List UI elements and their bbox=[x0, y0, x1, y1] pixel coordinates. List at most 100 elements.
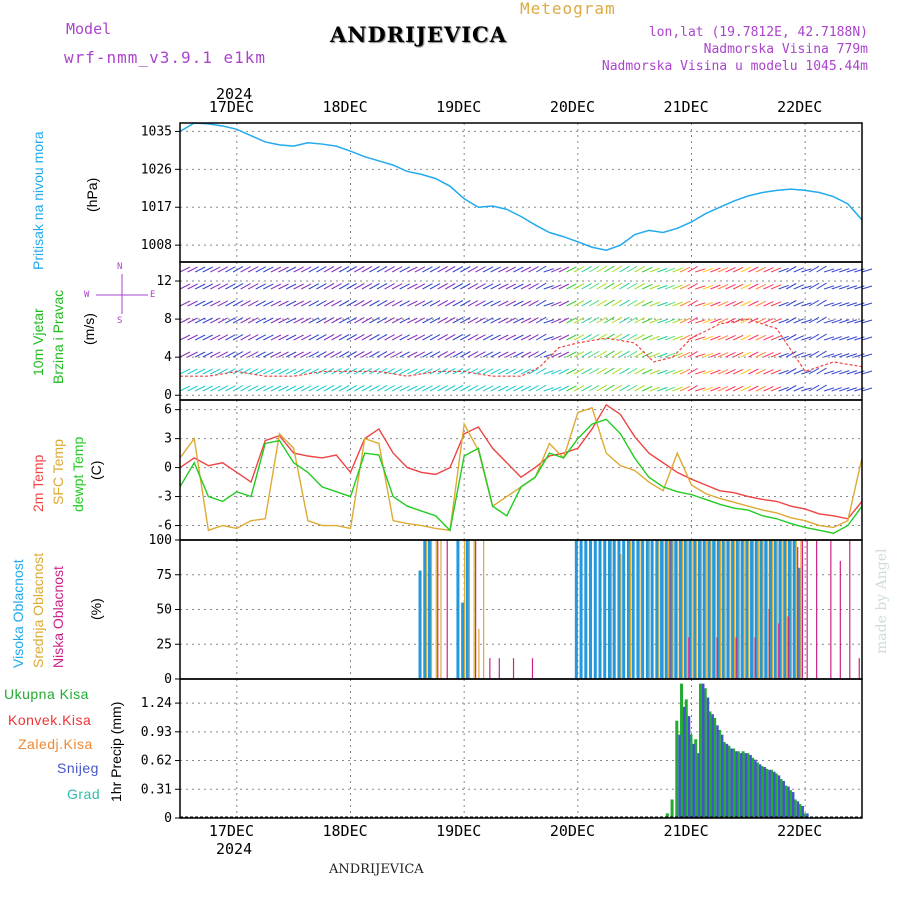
wind-barb bbox=[331, 283, 342, 290]
wind-barb bbox=[217, 317, 229, 324]
wind-barb bbox=[490, 351, 501, 358]
wind-barb bbox=[588, 282, 600, 290]
wind-barb bbox=[763, 352, 774, 358]
wind-barb bbox=[482, 351, 494, 358]
dewpt-line bbox=[179, 418, 863, 534]
wind-barb bbox=[232, 368, 244, 375]
wind-barb bbox=[293, 266, 304, 273]
wind-barb bbox=[566, 283, 577, 290]
wind-barb bbox=[604, 316, 615, 324]
wind-barb bbox=[354, 385, 365, 392]
wind-barb bbox=[672, 267, 683, 273]
wind-barb bbox=[801, 302, 812, 307]
wind-barb bbox=[210, 266, 221, 273]
wind-barb bbox=[642, 385, 653, 392]
total-rain-bar bbox=[736, 751, 740, 818]
high-cloud-bar bbox=[712, 540, 716, 679]
wind-barb bbox=[816, 384, 827, 392]
wind-barb bbox=[407, 300, 418, 307]
y-tick-label: 0.62 bbox=[141, 754, 172, 769]
wind-barb bbox=[770, 335, 782, 341]
wind-barb bbox=[657, 335, 668, 341]
wind-barb bbox=[247, 334, 259, 341]
wind-barb bbox=[710, 335, 721, 341]
wind-barb bbox=[778, 301, 789, 307]
wind-barb bbox=[376, 283, 388, 290]
wind-barb bbox=[725, 334, 736, 341]
wind-barb bbox=[437, 368, 448, 375]
wind-barb bbox=[301, 317, 312, 324]
top-day-19dec: 19DEC bbox=[436, 98, 482, 116]
wind-barb bbox=[293, 317, 304, 324]
wind-barb bbox=[361, 351, 373, 358]
wind-barb bbox=[626, 282, 638, 290]
snow-bar bbox=[711, 714, 714, 818]
wind-barb bbox=[323, 300, 335, 307]
wind-barb bbox=[210, 351, 221, 358]
wind-barb bbox=[316, 283, 327, 290]
wind-barb bbox=[255, 283, 267, 290]
legend-freezing-rain: Zaledj.Kisa bbox=[18, 736, 93, 752]
wind-barb bbox=[687, 282, 698, 290]
high-cloud-bar bbox=[679, 540, 683, 679]
wind-barb bbox=[732, 283, 744, 290]
wind-barb bbox=[429, 283, 441, 290]
wind-barb bbox=[217, 266, 229, 273]
wind-barb bbox=[460, 334, 471, 341]
wind-barb bbox=[361, 385, 373, 392]
wind-barb bbox=[801, 268, 812, 273]
wind-barb bbox=[551, 369, 562, 375]
bottom-day-19dec: 19DEC bbox=[436, 822, 482, 840]
wind-barb bbox=[369, 266, 380, 273]
wind-barb bbox=[263, 368, 274, 375]
wind-barb bbox=[240, 300, 251, 307]
wind-barb bbox=[217, 351, 229, 358]
high-cloud-bar bbox=[745, 540, 749, 679]
wind-barb bbox=[225, 334, 236, 341]
high-cloud-bar bbox=[589, 540, 593, 679]
wind-barb bbox=[823, 319, 835, 324]
wind-barb bbox=[785, 300, 797, 307]
wind-barb bbox=[452, 368, 464, 375]
high-cloud-bar bbox=[754, 540, 758, 679]
total-rain-bar bbox=[689, 734, 693, 818]
wind-barb bbox=[558, 266, 570, 273]
wind-barb bbox=[588, 384, 600, 392]
wind-barb bbox=[399, 283, 410, 290]
wind-barb bbox=[710, 369, 721, 375]
wind-barb bbox=[634, 317, 645, 324]
wind-barb bbox=[414, 385, 426, 392]
wind-barb bbox=[301, 266, 312, 273]
snow-bar bbox=[806, 813, 809, 818]
wind-barb bbox=[452, 300, 464, 307]
wind-barb bbox=[263, 317, 274, 324]
wind-barb bbox=[702, 369, 714, 375]
wind-barb bbox=[285, 334, 297, 341]
wind-barb bbox=[369, 385, 380, 392]
wind-barb bbox=[657, 284, 668, 290]
wind-barb bbox=[194, 266, 206, 273]
footer-station: ANDRIJEVICA bbox=[329, 862, 424, 877]
snow-bar bbox=[730, 748, 733, 818]
wind-barb bbox=[460, 266, 471, 273]
wind-barb bbox=[831, 302, 842, 307]
wind-barb bbox=[331, 266, 342, 273]
wind-barb bbox=[210, 317, 221, 324]
y-tick-label: 1.24 bbox=[141, 696, 172, 711]
wind-barb bbox=[316, 351, 327, 358]
wind-barb bbox=[604, 367, 615, 375]
wind-barb bbox=[785, 283, 797, 290]
wind-barb bbox=[361, 300, 373, 307]
wind-barb bbox=[657, 318, 668, 324]
wind-barb bbox=[543, 387, 554, 392]
wind-barb bbox=[384, 317, 395, 324]
wind-barb bbox=[823, 268, 835, 273]
wind-barb bbox=[748, 351, 759, 358]
wind-barb bbox=[278, 300, 289, 307]
wind-barb bbox=[657, 352, 668, 358]
wind-barb bbox=[596, 282, 608, 290]
wind-barb bbox=[604, 333, 615, 341]
wind-barb bbox=[808, 367, 820, 375]
legend-convective-rain: Konvek.Kisa bbox=[8, 712, 92, 728]
wind-barb bbox=[687, 265, 698, 273]
